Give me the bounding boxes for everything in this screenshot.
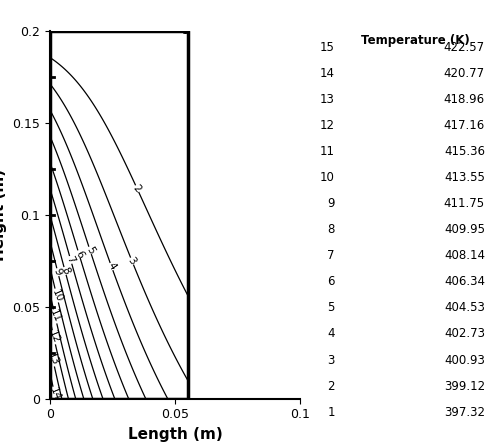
Text: 408.14: 408.14 bbox=[444, 249, 485, 262]
Text: 1: 1 bbox=[182, 26, 188, 36]
Text: 12: 12 bbox=[320, 119, 335, 132]
Text: 3: 3 bbox=[328, 353, 335, 366]
Text: 11: 11 bbox=[320, 145, 335, 158]
Text: 402.73: 402.73 bbox=[444, 327, 485, 340]
Text: Temperature (K): Temperature (K) bbox=[360, 34, 470, 47]
Text: 10: 10 bbox=[50, 288, 64, 304]
Text: 15: 15 bbox=[320, 40, 335, 54]
Text: 6: 6 bbox=[328, 275, 335, 288]
Text: 399.12: 399.12 bbox=[444, 379, 485, 392]
Text: 9: 9 bbox=[52, 267, 64, 277]
Y-axis label: Height (m): Height (m) bbox=[0, 169, 6, 261]
Text: 4: 4 bbox=[106, 261, 118, 272]
Text: 9: 9 bbox=[328, 197, 335, 210]
Text: 8: 8 bbox=[328, 223, 335, 236]
Text: 411.75: 411.75 bbox=[444, 197, 485, 210]
Text: 5: 5 bbox=[84, 245, 96, 256]
Text: 11: 11 bbox=[48, 308, 62, 324]
Text: 418.96: 418.96 bbox=[444, 93, 485, 106]
Text: 13: 13 bbox=[46, 351, 60, 367]
Text: 14: 14 bbox=[320, 67, 335, 80]
Text: 12: 12 bbox=[46, 329, 61, 345]
Text: 3: 3 bbox=[126, 255, 138, 267]
Text: 420.77: 420.77 bbox=[444, 67, 485, 80]
Text: 4: 4 bbox=[328, 327, 335, 340]
Text: 404.53: 404.53 bbox=[444, 302, 485, 314]
Text: 13: 13 bbox=[320, 93, 335, 106]
Text: 406.34: 406.34 bbox=[444, 275, 485, 288]
Text: 2: 2 bbox=[131, 183, 143, 194]
Text: 6: 6 bbox=[73, 249, 85, 259]
Text: 417.16: 417.16 bbox=[444, 119, 485, 132]
Text: 14: 14 bbox=[48, 386, 62, 402]
Text: 7: 7 bbox=[328, 249, 335, 262]
Text: 397.32: 397.32 bbox=[444, 405, 485, 419]
Text: 400.93: 400.93 bbox=[444, 353, 485, 366]
Text: 409.95: 409.95 bbox=[444, 223, 485, 236]
Text: 422.57: 422.57 bbox=[444, 40, 485, 54]
Text: 10: 10 bbox=[320, 171, 335, 184]
Text: 415.36: 415.36 bbox=[444, 145, 485, 158]
Text: 2: 2 bbox=[328, 379, 335, 392]
Text: 7: 7 bbox=[64, 254, 76, 265]
X-axis label: Length (m): Length (m) bbox=[128, 427, 222, 442]
Text: 1: 1 bbox=[328, 405, 335, 419]
Text: 413.55: 413.55 bbox=[444, 171, 485, 184]
Text: 8: 8 bbox=[59, 266, 71, 276]
Text: 5: 5 bbox=[328, 302, 335, 314]
